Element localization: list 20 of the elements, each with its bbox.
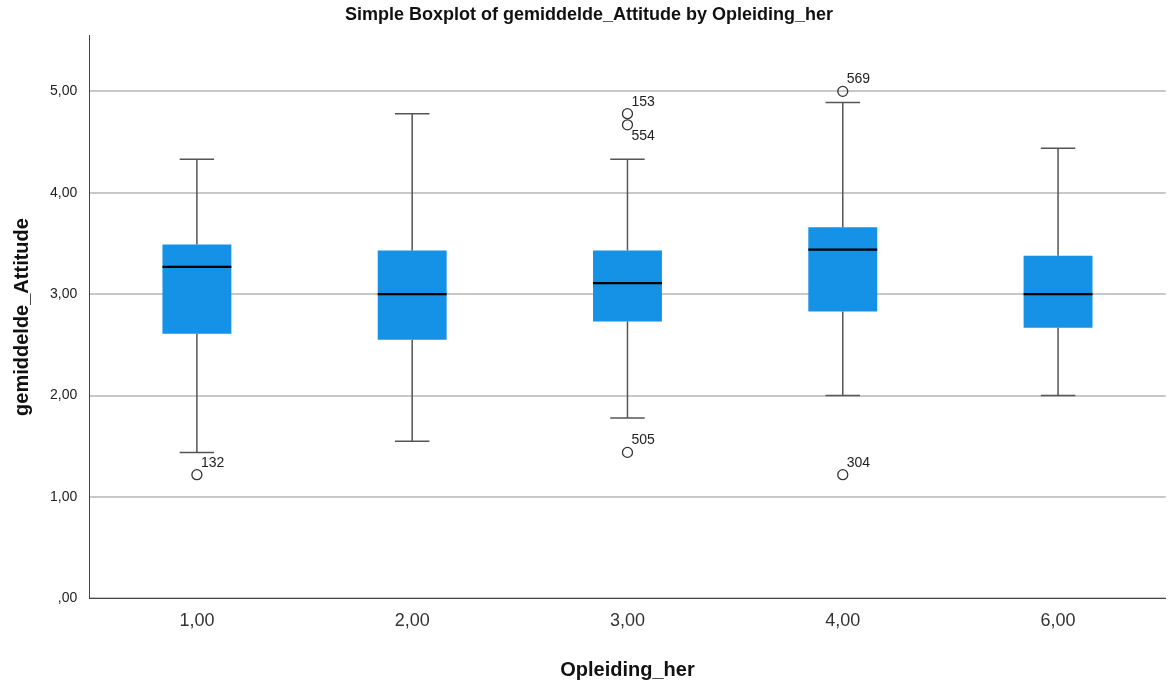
x-tick-label: 6,00 [1040,610,1076,631]
y-tick-label: ,00 [57,589,78,606]
x-tick-label: 1,00 [179,610,215,631]
annotation: 569 [846,70,871,87]
annotation: 132 [200,453,225,470]
annotation: 153 [631,92,656,109]
y-tick-label: 1,00 [50,487,78,504]
y-tick-label: 3,00 [50,285,78,302]
annotation: 304 [846,453,871,470]
annotation: 505 [631,431,656,448]
x-tick-label: 3,00 [609,610,645,631]
annotation: 554 [631,126,656,143]
y-tick-label: 4,00 [50,183,78,200]
chart-title: Simple Boxplot of gemiddelde_Attitude by Opleiding_her [344,3,834,24]
y-axis-title: gemiddelde_Attitude [9,218,32,416]
x-axis-title: Opleiding_her [560,657,695,680]
y-tick-label: 5,00 [50,82,78,99]
y-tick-label: 2,00 [50,386,78,403]
x-tick-label: 2,00 [394,610,430,631]
x-tick-label: 4,00 [825,610,861,631]
